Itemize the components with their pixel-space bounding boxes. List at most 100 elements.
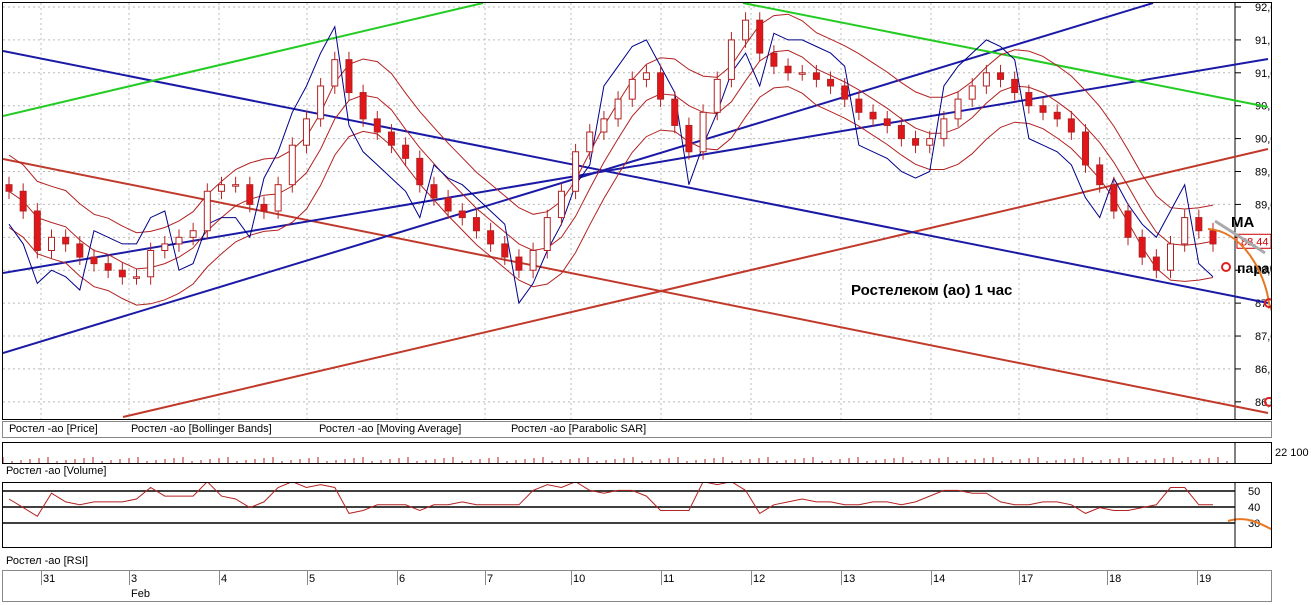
y-tick-label: 90,0 <box>1255 134 1271 146</box>
candle-body <box>444 197 452 212</box>
candle-body <box>1209 230 1217 245</box>
y-tick-label: 92,0 <box>1255 3 1271 14</box>
candle-body <box>642 72 650 80</box>
date-tick-label: 14 <box>933 573 946 585</box>
parabolic-marker <box>1221 262 1231 272</box>
candle-body <box>373 118 381 133</box>
candle-body <box>189 230 197 238</box>
date-tick-label: 4 <box>221 573 228 585</box>
candle-body <box>232 184 240 187</box>
trend-line-green-up <box>2 2 484 117</box>
candle-body <box>1053 111 1061 120</box>
legend-price: Ростел -ао [Price] <box>9 423 98 435</box>
date-tick-label: 13 <box>843 573 856 585</box>
candle-body <box>430 184 438 199</box>
volume-panel[interactable] <box>2 442 1272 464</box>
candle-body <box>841 85 849 100</box>
date-tick-mark <box>41 571 42 585</box>
candle-body <box>742 19 750 41</box>
date-tick-label: 11 <box>663 573 675 585</box>
candle-body <box>855 98 863 113</box>
candle-body <box>359 92 367 120</box>
bollinger-upper <box>8 13 1214 234</box>
moving-average-line <box>8 49 1214 270</box>
date-tick-mark <box>307 571 308 585</box>
candle-body <box>1039 105 1047 113</box>
chart-title: Ростелеком (ао) 1 час <box>851 282 1012 299</box>
candle-body <box>274 184 282 212</box>
volume-chart <box>2 443 1236 463</box>
candle-body <box>869 111 877 120</box>
candle-body <box>1138 236 1146 258</box>
candle-body <box>331 59 339 87</box>
date-tick-mark <box>841 571 842 585</box>
trend-line-green-down <box>742 2 1269 108</box>
candle-body <box>812 72 820 80</box>
candle-body <box>472 217 480 232</box>
date-tick-mark <box>485 571 486 585</box>
candle-body <box>246 184 254 205</box>
trend-line-red-down <box>2 158 1269 414</box>
candle-body <box>827 78 835 87</box>
candle-body <box>1011 78 1019 94</box>
candle-body <box>416 157 424 186</box>
candle-body <box>982 72 990 87</box>
y-tick-label: 86,5 <box>1255 364 1271 376</box>
candle-body <box>600 118 608 133</box>
candle-body <box>968 85 976 100</box>
candle-body <box>62 236 70 245</box>
annotation-ma: MA <box>1231 214 1254 231</box>
candle-body <box>260 203 268 212</box>
candle-body <box>402 144 410 159</box>
chart-legend: Ростел -ао [Price] Ростел -ао [Bollinger… <box>2 421 1272 438</box>
date-tick-mark <box>129 571 130 585</box>
candle-body <box>756 19 764 54</box>
candle-body <box>1025 92 1033 107</box>
date-tick-label: 12 <box>753 573 766 585</box>
candle-body <box>76 243 84 258</box>
candle-body <box>699 111 707 153</box>
y-tick-label: 89,5 <box>1255 167 1271 179</box>
candle-body <box>19 190 27 212</box>
date-tick-label: 18 <box>1109 573 1122 585</box>
candle-body <box>912 138 920 146</box>
candle-body <box>671 98 679 126</box>
date-tick-mark <box>661 571 662 585</box>
candle-body <box>897 124 905 140</box>
candle-body <box>317 85 325 120</box>
candle-body <box>288 144 296 186</box>
rsi-panel[interactable]: 50 40 30 <box>2 480 1302 548</box>
candle-body <box>940 118 948 140</box>
bollinger-lower <box>8 86 1214 306</box>
candle-body <box>784 65 792 74</box>
date-tick-mark <box>751 571 752 585</box>
y-tick-label: 91,0 <box>1255 68 1271 80</box>
price-chart-panel[interactable]: 92,091,591,090,590,089,589,088,588,087,5… <box>2 2 1302 420</box>
candle-body <box>954 98 962 120</box>
candle-body <box>345 59 353 94</box>
rsi-level-label: 50 <box>1248 486 1260 498</box>
trend-line-blue-down <box>2 50 1269 304</box>
candle-body <box>883 118 891 126</box>
candle-body <box>33 210 41 251</box>
candle-body <box>1167 243 1175 271</box>
date-tick-mark <box>571 571 572 585</box>
date-tick-label: 7 <box>487 573 494 585</box>
candle-body <box>203 190 211 232</box>
date-tick-mark <box>1197 571 1198 585</box>
ma-direction-line <box>1214 219 1266 255</box>
candle-body <box>586 131 594 153</box>
price-chart: 92,091,591,090,590,089,589,088,588,087,5… <box>2 2 1302 419</box>
candle-body <box>175 236 183 245</box>
candle-body <box>572 151 580 192</box>
date-tick-mark <box>931 571 932 585</box>
candle-body <box>487 230 495 245</box>
candle-body <box>628 78 636 100</box>
rsi-line <box>8 480 1213 517</box>
legend-parabolic-sar: Ростел -ао [Parabolic SAR] <box>511 423 647 435</box>
y-tick-label: 91,5 <box>1255 35 1271 47</box>
candle-body <box>1096 164 1104 186</box>
trend-line-blue-up-1 <box>2 58 1269 274</box>
candle-body <box>557 190 565 219</box>
